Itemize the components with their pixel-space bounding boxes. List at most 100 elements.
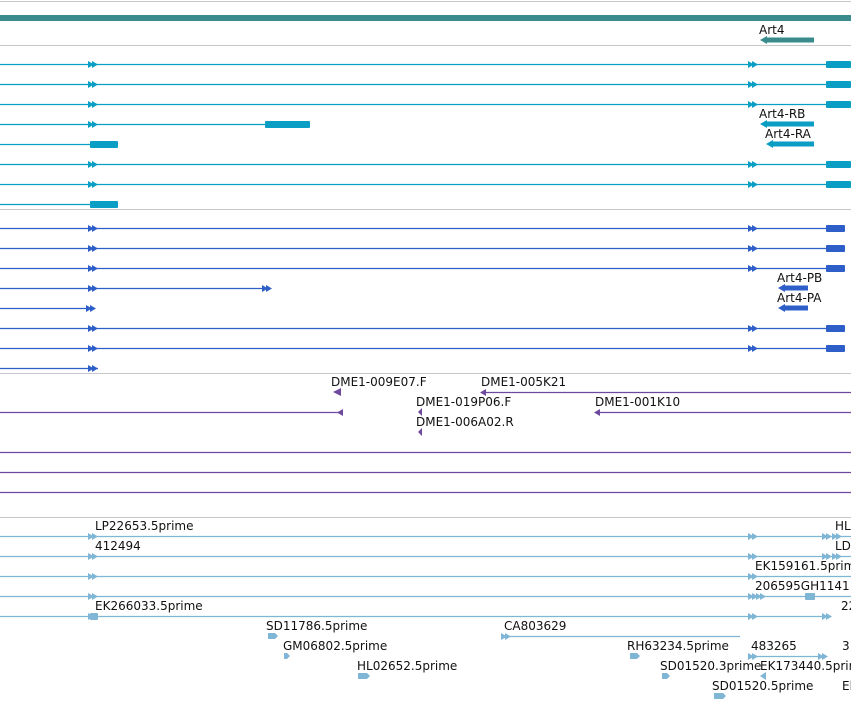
feature-tag[interactable] [418, 408, 422, 416]
feature-tag[interactable] [418, 428, 422, 436]
feature-label: RH63234.5prime [627, 639, 729, 653]
strand-arrow-icon [92, 365, 98, 372]
feature-tag[interactable] [662, 673, 670, 679]
strand-arrow-icon [88, 101, 94, 108]
exon-block[interactable] [826, 345, 845, 352]
strand-arrow-icon [88, 325, 94, 332]
strand-arrow-icon [92, 245, 98, 252]
strand-arrow-icon [88, 121, 94, 128]
strand-arrow-icon [92, 265, 98, 272]
strand-arrow-icon [92, 61, 98, 68]
gene-span-bar[interactable] [0, 15, 851, 21]
strand-arrow-icon [752, 101, 758, 108]
strand-arrow-icon [92, 121, 98, 128]
exon-block[interactable] [826, 325, 845, 332]
strand-arrow-icon [822, 553, 828, 560]
strand-arrow-icon [92, 553, 98, 560]
feature-tag[interactable] [333, 388, 341, 396]
exon-block[interactable] [826, 101, 851, 108]
strand-arrow-icon [92, 325, 98, 332]
feature-bar[interactable] [782, 285, 808, 291]
strand-arrow-icon [756, 593, 762, 600]
feature-label: 483265 [751, 639, 797, 653]
feature-tag[interactable] [760, 672, 766, 680]
strand-arrow-icon [748, 613, 754, 620]
strand-arrow-icon [778, 284, 785, 292]
feature-tag[interactable] [630, 653, 640, 659]
strand-arrow-icon [337, 409, 343, 416]
strand-arrow-icon [92, 285, 98, 292]
strand-arrow-icon [88, 365, 94, 372]
strand-arrow-icon [92, 225, 98, 232]
exon-block[interactable] [826, 181, 851, 188]
feature-tag[interactable] [714, 693, 726, 699]
strand-arrow-icon [748, 101, 754, 108]
strand-arrow-icon [92, 81, 98, 88]
feature-tag[interactable] [284, 653, 290, 659]
feature-bar[interactable] [764, 37, 814, 43]
strand-arrow-icon [760, 36, 767, 44]
feature-label: SD11786.5prime [266, 619, 367, 633]
exon-block[interactable] [826, 265, 845, 272]
feature-label: 412494 [95, 539, 141, 553]
strand-arrow-icon [88, 285, 94, 292]
exon-block[interactable] [826, 81, 851, 88]
feature-label: GM06802.5prime [283, 639, 387, 653]
strand-arrow-icon [748, 593, 754, 600]
strand-arrow-icon [748, 265, 754, 272]
strand-arrow-icon [752, 61, 758, 68]
strand-arrow-icon [752, 245, 758, 252]
strand-arrow-icon [92, 533, 98, 540]
exon-block[interactable] [805, 593, 815, 600]
exon-block[interactable] [826, 61, 851, 68]
strand-arrow-icon [480, 389, 486, 396]
exon-block[interactable] [90, 141, 118, 148]
strand-arrow-icon [752, 553, 758, 560]
strand-arrow-icon [748, 653, 754, 660]
strand-arrow-icon [88, 533, 94, 540]
feature-label: Art4 [759, 23, 784, 37]
strand-arrow-icon [778, 304, 785, 312]
feature-label: DME1-001K10 [595, 395, 680, 409]
feature-label: DME1-006A02.R [416, 415, 514, 429]
exon-block[interactable] [826, 161, 851, 168]
feature-label: DME1-009E07.F [331, 375, 427, 389]
feature-label: LD [835, 539, 851, 553]
feature-tag[interactable] [358, 673, 370, 679]
strand-arrow-icon [748, 533, 754, 540]
exon-block[interactable] [90, 613, 98, 620]
strand-arrow-icon [92, 593, 98, 600]
feature-label: Art4-RB [759, 107, 805, 121]
feature-label: HL0 [835, 519, 851, 533]
feature-bar[interactable] [782, 305, 808, 311]
exon-block[interactable] [826, 225, 845, 232]
strand-arrow-icon [748, 81, 754, 88]
feature-label: Art4-RA [765, 127, 812, 141]
strand-arrow-icon [88, 593, 94, 600]
feature-label: DME1-005K21 [481, 375, 566, 389]
feature-label: 22 [841, 599, 851, 613]
strand-arrow-icon [752, 653, 758, 660]
strand-arrow-icon [266, 285, 272, 292]
feature-label: CA803629 [504, 619, 566, 633]
feature-bar[interactable] [764, 121, 814, 127]
strand-arrow-icon [766, 140, 773, 148]
feature-label: LP22653.5prime [95, 519, 194, 533]
exon-block[interactable] [90, 201, 118, 208]
strand-arrow-icon [752, 81, 758, 88]
feature-label: EK173440.5prime [760, 659, 851, 673]
feature-tag[interactable] [268, 633, 278, 639]
strand-arrow-icon [748, 181, 754, 188]
strand-arrow-icon [752, 225, 758, 232]
strand-arrow-icon [594, 409, 600, 416]
feature-bar[interactable] [770, 141, 814, 147]
strand-arrow-icon [748, 61, 754, 68]
strand-arrow-icon [88, 573, 94, 580]
strand-arrow-icon [88, 61, 94, 68]
exon-block[interactable] [826, 245, 845, 252]
exon-block[interactable] [265, 121, 310, 128]
feature-label: El [842, 679, 851, 693]
strand-arrow-icon [822, 653, 828, 660]
